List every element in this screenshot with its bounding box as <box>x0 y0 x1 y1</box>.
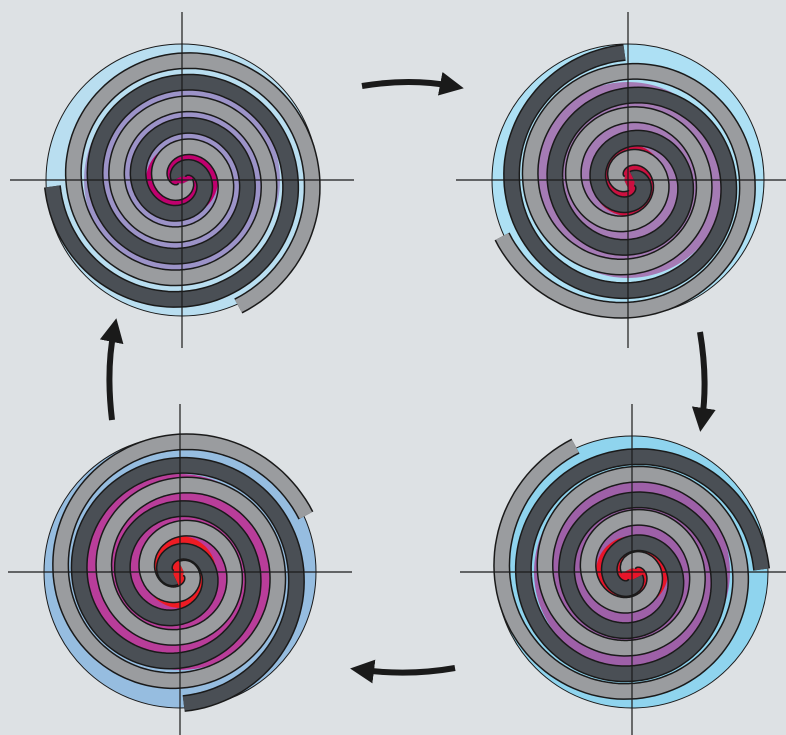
arrow-up <box>99 318 124 421</box>
scroll-wrap <box>516 449 769 681</box>
scroll-wrap <box>53 434 313 688</box>
arrow-right <box>361 71 464 96</box>
scroll-stage <box>8 404 352 735</box>
scroll-wrap <box>72 458 304 711</box>
scroll-wrap <box>66 53 320 313</box>
scroll-wrap <box>504 45 736 298</box>
arrow-left <box>350 659 456 684</box>
scroll-stage <box>10 12 354 348</box>
panels <box>8 12 786 735</box>
scroll-stage <box>460 404 786 735</box>
scroll-wrap <box>494 439 748 699</box>
arrow-down <box>691 331 716 432</box>
scroll-stage <box>456 12 786 348</box>
scroll-wrap <box>45 75 298 307</box>
cycle-arrows <box>99 71 716 684</box>
scroll-wrap <box>495 64 755 318</box>
